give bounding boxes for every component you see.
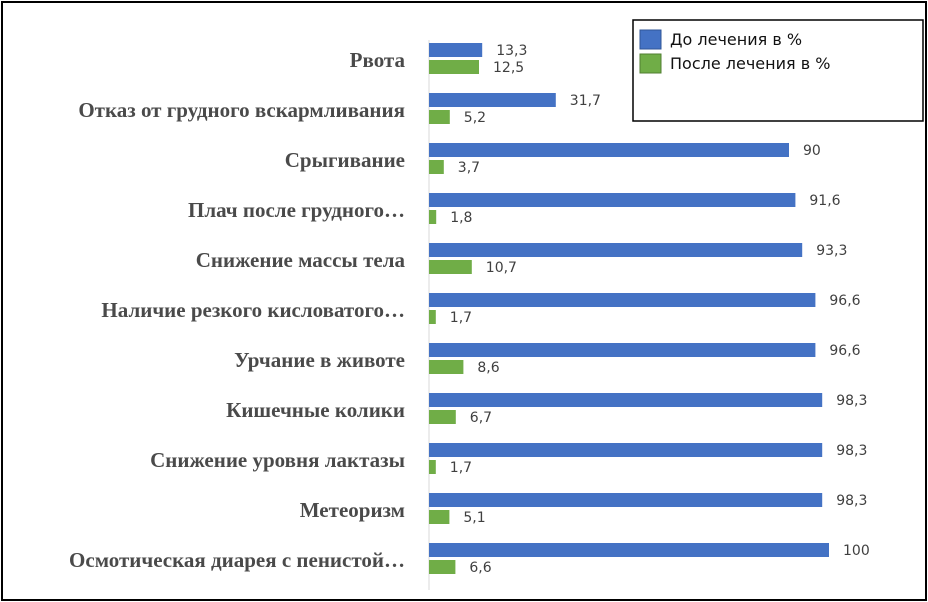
data-label: 91,6 <box>809 193 840 209</box>
legend-box <box>632 19 924 122</box>
data-label: 3,7 <box>458 160 480 176</box>
category-label: Осмотическая диарея с пенистой… <box>69 548 405 572</box>
bar-after-treatment <box>429 410 456 424</box>
bar-after-treatment <box>429 560 456 574</box>
bar-before-treatment <box>429 293 816 307</box>
legend: До лечения в % После лечения в % <box>632 19 924 122</box>
data-label: 8,6 <box>477 360 499 376</box>
category-label: Отказ от грудного вскармливания <box>78 98 405 122</box>
data-label: 6,6 <box>469 560 491 576</box>
bar-after-treatment <box>429 60 479 74</box>
data-label: 96,6 <box>829 293 860 309</box>
bar-before-treatment <box>429 193 796 207</box>
bar-after-treatment <box>429 310 436 324</box>
data-label: 12,5 <box>493 60 524 76</box>
bar-after-treatment <box>429 360 464 374</box>
data-label: 5,1 <box>463 510 485 526</box>
data-label: 10,7 <box>486 260 517 276</box>
category-label: Снижение уровня лактазы <box>150 448 405 472</box>
bar-before-treatment <box>429 243 803 257</box>
legend-entry: После лечения в % <box>670 54 830 73</box>
data-label: 1,8 <box>450 210 472 226</box>
bar-before-treatment <box>429 443 823 457</box>
bar-before-treatment <box>429 493 823 507</box>
data-label: 96,6 <box>829 343 860 359</box>
bar-before-treatment <box>429 43 483 57</box>
bar-after-treatment <box>429 210 437 224</box>
legend-swatch <box>639 53 662 74</box>
data-label: 5,2 <box>464 110 486 126</box>
bar-after-treatment <box>429 260 472 274</box>
data-label: 98,3 <box>836 443 867 459</box>
data-label: 98,3 <box>836 393 867 409</box>
data-label: 6,7 <box>470 410 492 426</box>
bar-before-treatment <box>429 343 816 357</box>
data-label: 98,3 <box>836 493 867 509</box>
bar-after-treatment <box>429 160 444 174</box>
category-labels: Рвота Отказ от грудного вскармливания Срыг… <box>69 48 405 572</box>
category-label: Снижение массы тела <box>196 248 406 272</box>
data-label: 93,3 <box>816 243 847 259</box>
data-label: 1,7 <box>450 460 472 476</box>
bar-before-treatment <box>429 93 556 107</box>
data-label: 90 <box>803 143 821 159</box>
category-label: Урчание в животе <box>234 348 405 372</box>
bar-after-treatment <box>429 460 436 474</box>
category-label: Плач после грудного… <box>188 198 405 222</box>
legend-swatch <box>639 29 662 50</box>
data-label: 100 <box>843 543 870 559</box>
bar-before-treatment <box>429 393 823 407</box>
category-label: Метеоризм <box>300 498 405 522</box>
category-label: Наличие резкого кисловатого… <box>101 298 405 322</box>
bar-after-treatment <box>429 510 450 524</box>
category-label: Срыгивание <box>285 148 405 172</box>
legend-entry: До лечения в % <box>670 30 802 49</box>
bars: 13,312,5 31,7 5,2 90 3,7 91,6 1,8 93,3 10,7 96,6 1… <box>429 43 870 576</box>
bar-before-treatment <box>429 543 829 557</box>
category-label: Рвота <box>350 48 406 72</box>
bar-after-treatment <box>429 110 450 124</box>
data-label: 1,7 <box>450 310 472 326</box>
data-label: 13,3 <box>496 43 527 59</box>
bar-before-treatment <box>429 143 789 157</box>
category-label: Кишечные колики <box>226 398 405 422</box>
data-label: 31,7 <box>570 93 601 109</box>
